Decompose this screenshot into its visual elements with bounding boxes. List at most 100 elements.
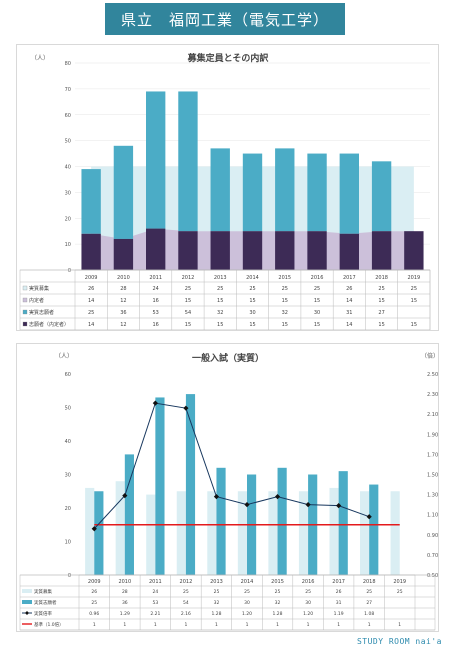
legend-swatch	[22, 285, 28, 291]
x-tick-label: 2013	[214, 275, 227, 281]
table-cell: 25	[88, 310, 94, 316]
page-title: 県立 福岡工業（電気工学）	[105, 3, 345, 35]
table-cell: 36	[122, 600, 128, 606]
y2-tick-label: 0.70	[427, 553, 438, 559]
table-cell: 25	[91, 600, 97, 606]
legend-swatch	[22, 589, 32, 593]
table-cell: 14	[88, 322, 94, 328]
table-cell: 15	[217, 322, 223, 328]
chart-title: 募集定員とその内訳	[187, 52, 270, 64]
x-tick-label: 2014	[241, 579, 254, 585]
y2-tick-label: 2.50	[427, 372, 438, 378]
bar-applicants	[371, 161, 392, 232]
table-cell: 12	[120, 322, 126, 328]
table-cell: 15	[411, 322, 417, 328]
table-cell: 54	[185, 310, 191, 316]
y2-tick-label: 0.50	[427, 573, 438, 579]
table-cell: 14	[346, 298, 352, 304]
table-cell: 54	[183, 600, 189, 606]
x-tick-label: 2010	[117, 275, 130, 281]
table-cell: 25	[305, 589, 311, 595]
bar-applicants	[210, 148, 230, 232]
bar-recruitment	[85, 487, 95, 575]
table-cell: 53	[152, 310, 158, 316]
bar-applicants-naitei	[371, 231, 392, 270]
table-cell: 25	[314, 286, 320, 292]
bar-applicants	[113, 145, 134, 239]
bar-recruitment	[268, 491, 278, 575]
bar-recruitment	[390, 491, 400, 575]
y2-tick-label: 2.10	[427, 412, 438, 418]
table-cell: 1	[215, 622, 218, 628]
x-tick-label: 2009	[88, 579, 101, 585]
x-tick-label: 2017	[332, 579, 345, 585]
general-exam-chart: 一般入試（実質） （人） （倍） 0 10 20 30 40 50 60 0.50 0.70 0.90 1…	[19, 352, 439, 631]
table-cell: 12	[120, 298, 126, 304]
y2-tick-label: 1.70	[427, 452, 438, 458]
table-cell: 25	[366, 589, 372, 595]
table-cell: 1	[368, 622, 371, 628]
bar-applicants	[155, 397, 165, 575]
table-cell: 15	[411, 298, 417, 304]
footer-brand: STUDY ROOM nai'a	[356, 637, 442, 646]
table-cell: 1.20	[303, 611, 313, 617]
table-cell: 25	[217, 286, 223, 292]
recruitment-chart: 募集定員とその内訳 （人） 0 10 20 30 40 50 60 70 80 2009 2010 201…	[19, 52, 431, 331]
table-cell: 24	[152, 286, 158, 292]
table-cell: 1	[307, 622, 310, 628]
table-cell: 26	[91, 589, 97, 595]
x-tick-label: 2011	[149, 275, 162, 281]
table-cell: 0.96	[89, 611, 99, 617]
legend-label: 実質志願者	[34, 599, 57, 606]
table-cell: 15	[378, 322, 384, 328]
y-tick-label: 30	[65, 190, 71, 196]
legend-label: 実質募集	[34, 588, 52, 595]
y-tick-label: 30	[65, 473, 71, 479]
y-tick-label: 80	[65, 61, 71, 67]
table-cell: 25	[244, 589, 250, 595]
y2-tick-label: 1.10	[427, 513, 438, 519]
table-cell: 1	[93, 622, 96, 628]
legend-marker	[25, 611, 29, 615]
bar-applicants	[94, 491, 104, 575]
table-cell: 1.20	[242, 611, 252, 617]
legend-label: 実質志願者	[29, 309, 54, 316]
table-cell: 15	[185, 298, 191, 304]
bar-applicants	[339, 153, 359, 234]
table-cell: 14	[346, 322, 352, 328]
table-cell: 36	[120, 310, 126, 316]
y-tick-label: 70	[65, 87, 71, 93]
bar-applicants	[275, 148, 295, 232]
table-cell: 25	[185, 286, 191, 292]
table-cell: 2.16	[181, 611, 191, 617]
table-cell: 15	[249, 322, 255, 328]
bar-applicants-naitei	[146, 228, 166, 270]
bar-applicants-naitei	[178, 231, 198, 270]
table-cell: 27	[378, 310, 384, 316]
y-axis-unit-label: （人）	[31, 55, 49, 62]
bar-recruitment	[176, 491, 186, 575]
table-cell: 32	[214, 600, 220, 606]
bar-applicants	[369, 484, 379, 575]
table-cell: 26	[346, 286, 352, 292]
table-cell: 32	[282, 310, 288, 316]
x-tick-label: 2012	[180, 579, 193, 585]
y2-tick-label: 0.90	[427, 533, 438, 539]
table-cell: 25	[282, 286, 288, 292]
table-cell: 15	[249, 298, 255, 304]
x-tick-label: 2009	[85, 275, 98, 281]
x-tick-label: 2015	[271, 579, 284, 585]
table-cell: 1	[246, 622, 249, 628]
table-cell: 26	[336, 589, 342, 595]
y-tick-label: 20	[65, 216, 71, 222]
bar-recruitment	[207, 491, 217, 575]
table-cell: 26	[88, 286, 94, 292]
x-tick-label: 2018	[375, 275, 388, 281]
ratio-point	[305, 502, 311, 508]
table-cell: 30	[249, 310, 255, 316]
bar-recruitment	[360, 491, 370, 575]
table-cell: 15	[314, 322, 320, 328]
bar-recruitment	[298, 491, 309, 575]
y-tick-label: 10	[65, 242, 71, 248]
bar-applicants	[124, 454, 134, 575]
